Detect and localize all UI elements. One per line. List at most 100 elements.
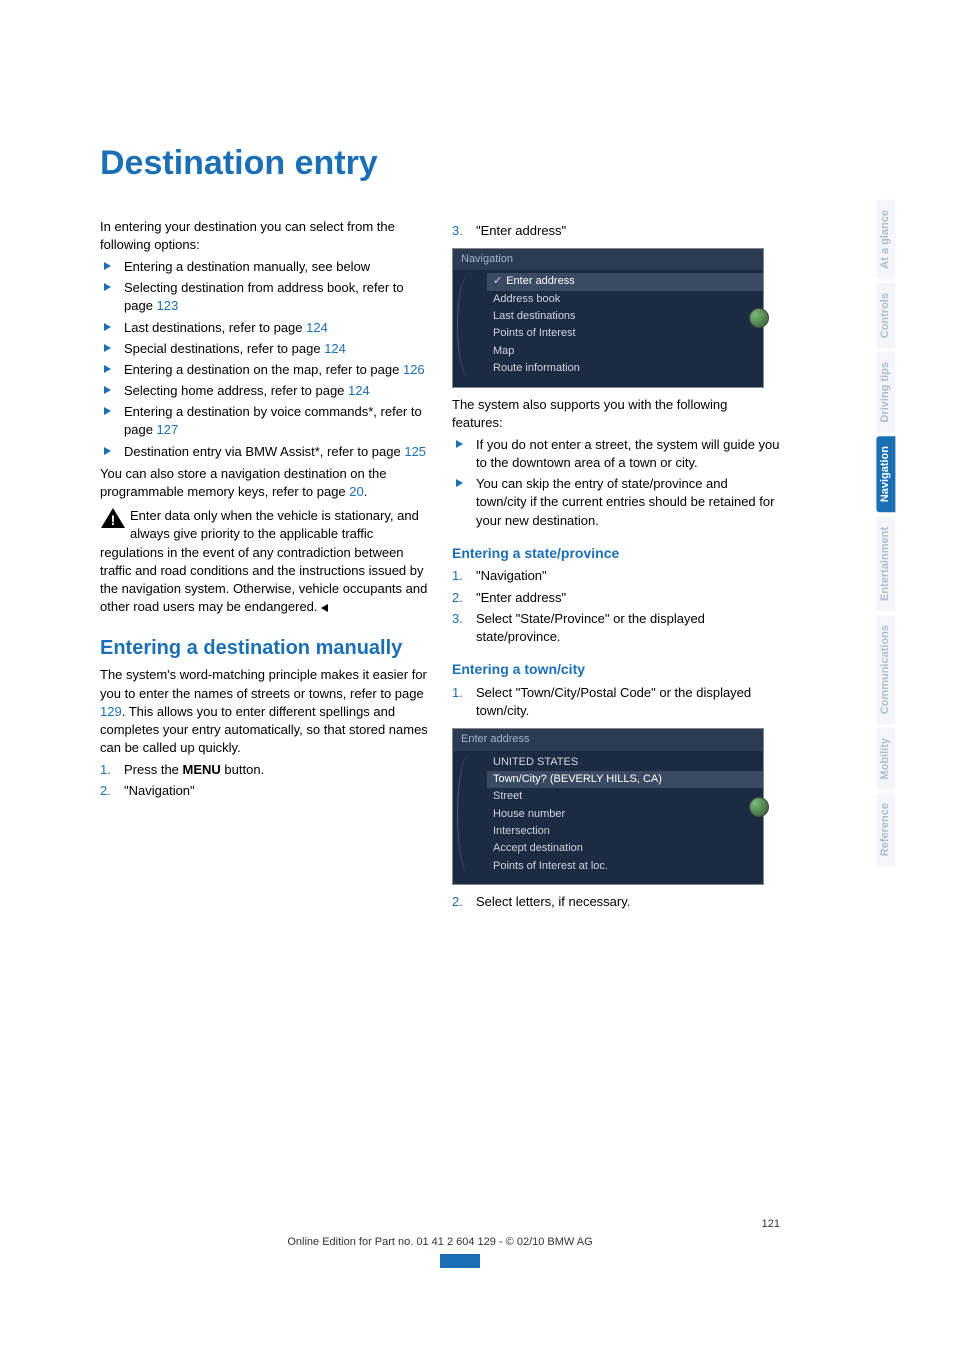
step-num: 2. (452, 893, 463, 911)
sidebar-tab[interactable]: Mobility (876, 728, 895, 790)
scr-row-label: Map (493, 345, 514, 357)
sidebar-tab[interactable]: Reference (876, 793, 895, 866)
scr-row-label: Street (493, 790, 522, 802)
screenshot-navigation: Navigation ✓ Enter address Address book Las… (452, 248, 764, 388)
scr-body: ✓ Enter address Address book Last destinati… (453, 270, 763, 380)
state-steps: 1."Navigation" 2."Enter address" 3. Select … (452, 567, 780, 646)
list-item: Entering a destination manually, see bel… (100, 258, 428, 276)
list-item: Selecting home address, refer to page 12… (100, 382, 428, 400)
page-link[interactable]: 125 (404, 444, 426, 459)
memory-pre: You can also store a navigation destinat… (100, 466, 386, 499)
svg-text:!: ! (111, 512, 116, 528)
scr-row-label: Last destinations (493, 310, 576, 322)
sidebar-tab[interactable]: Driving tips (876, 352, 895, 433)
warning-text: Enter data only when the vehicle is stat… (100, 508, 427, 614)
step-text: Select letters, if necessary. (476, 894, 630, 909)
list-item: Selecting destination from address book,… (100, 279, 428, 315)
step3-list: 3. "Enter address" (452, 222, 780, 240)
step-text: Select "State/Province" or the displayed… (476, 611, 705, 644)
step-text: "Navigation" (476, 568, 547, 583)
scr-row-label: UNITED STATES (493, 756, 578, 768)
page-link[interactable]: 124 (306, 320, 328, 335)
triangle-icon (104, 365, 111, 373)
page-link[interactable]: 124 (348, 383, 370, 398)
screenshot-address: Enter address UNITED STATES Town/City? (B… (452, 728, 764, 885)
page-number: 121 (100, 1217, 780, 1232)
triangle-icon (104, 386, 111, 394)
triangle-icon (104, 407, 111, 415)
scr-row: Points of Interest (487, 325, 763, 342)
option-text: Last destinations, refer to page (124, 320, 306, 335)
triangle-icon (104, 344, 111, 352)
scr-row: Accept destination (487, 840, 763, 857)
step-num: 3. (452, 222, 463, 240)
page-link[interactable]: 123 (157, 298, 179, 313)
scr-row-label: Points of Interest (493, 327, 576, 339)
triangle-icon (456, 479, 463, 487)
footer: 121 Online Edition for Part no. 01 41 2 … (100, 1217, 780, 1250)
left-column: In entering your destination you can sel… (100, 218, 428, 916)
step-text: "Navigation" (124, 783, 195, 798)
manual-para: The system's word-matching principle mak… (100, 666, 428, 757)
list-item: 2. "Navigation" (100, 782, 428, 800)
right-column: 3. "Enter address" Navigation ✓ Enter add… (452, 218, 780, 916)
memory-link[interactable]: 20 (349, 484, 363, 499)
intro-text: In entering your destination you can sel… (100, 218, 428, 254)
triangle-icon (456, 440, 463, 448)
sidebar-tab[interactable]: Communications (876, 615, 895, 724)
list-item: Last destinations, refer to page 124 (100, 319, 428, 337)
triangle-icon (104, 447, 111, 455)
scr-row: Map (487, 343, 763, 360)
step-text: "Enter address" (476, 223, 566, 238)
scr-row-label: Route information (493, 362, 580, 374)
options-list: Entering a destination manually, see bel… (100, 258, 428, 461)
scr-title: Navigation (461, 253, 513, 265)
scr-knob-icon (749, 797, 769, 817)
scr-header: Enter address (453, 729, 763, 750)
option-text: Selecting home address, refer to page (124, 383, 348, 398)
triangle-icon (104, 323, 111, 331)
option-text: Entering a destination on the map, refer… (124, 362, 403, 377)
heading-state: Entering a state/province (452, 544, 780, 564)
option-text: Special destinations, refer to page (124, 341, 324, 356)
heading-town: Entering a town/city (452, 660, 780, 680)
footer-line: Online Edition for Part no. 01 41 2 604 … (100, 1235, 780, 1250)
memory-post: . (364, 484, 368, 499)
sidebar-tab[interactable]: Controls (876, 283, 895, 348)
step-text: "Enter address" (476, 590, 566, 605)
step-num: 1. (100, 761, 111, 779)
scr-row: Town/City? (BEVERLY HILLS, CA) (487, 771, 763, 788)
list-item: Special destinations, refer to page 124 (100, 340, 428, 358)
list-item: You can skip the entry of state/province… (452, 475, 780, 530)
check-icon: ✓ (493, 274, 502, 289)
manual-link[interactable]: 129 (100, 704, 122, 719)
step-num: 3. (452, 610, 463, 628)
scr-row: House number (487, 806, 763, 823)
heading-manual: Entering a destination manually (100, 636, 428, 660)
page-link[interactable]: 124 (324, 341, 346, 356)
scr-row-label: Enter address (506, 275, 574, 287)
scr-row-label: Intersection (493, 825, 550, 837)
step-text: Press the MENU button. (124, 762, 264, 777)
scr-row: Street (487, 788, 763, 805)
scr-curve (457, 274, 481, 376)
sidebar-tab[interactable]: Navigation (876, 436, 895, 512)
scr-row-label: Address book (493, 293, 560, 305)
scr-row-label: House number (493, 808, 565, 820)
support-list: If you do not enter a street, the system… (452, 436, 780, 530)
manual-pre: The system's word-matching principle mak… (100, 667, 427, 700)
sidebar-tab[interactable]: Entertainment (876, 517, 895, 611)
list-item: 1."Navigation" (452, 567, 780, 585)
scr-row: Intersection (487, 823, 763, 840)
page-link[interactable]: 127 (157, 422, 179, 437)
after-shot-steps: 2. Select letters, if necessary. (452, 893, 780, 911)
memory-text: You can also store a navigation destinat… (100, 465, 428, 501)
scr-row-label: Accept destination (493, 842, 583, 854)
page-link[interactable]: 126 (403, 362, 425, 377)
list-item: 1. Select "Town/City/Postal Code" or the… (452, 684, 780, 720)
list-item: Destination entry via BMW Assist*, refer… (100, 443, 428, 461)
scr-row: Last destinations (487, 308, 763, 325)
sidebar-tab[interactable]: At a glance (876, 200, 895, 279)
scr-row-label: Town/City? (BEVERLY HILLS, CA) (493, 773, 662, 785)
list-item: 2."Enter address" (452, 589, 780, 607)
